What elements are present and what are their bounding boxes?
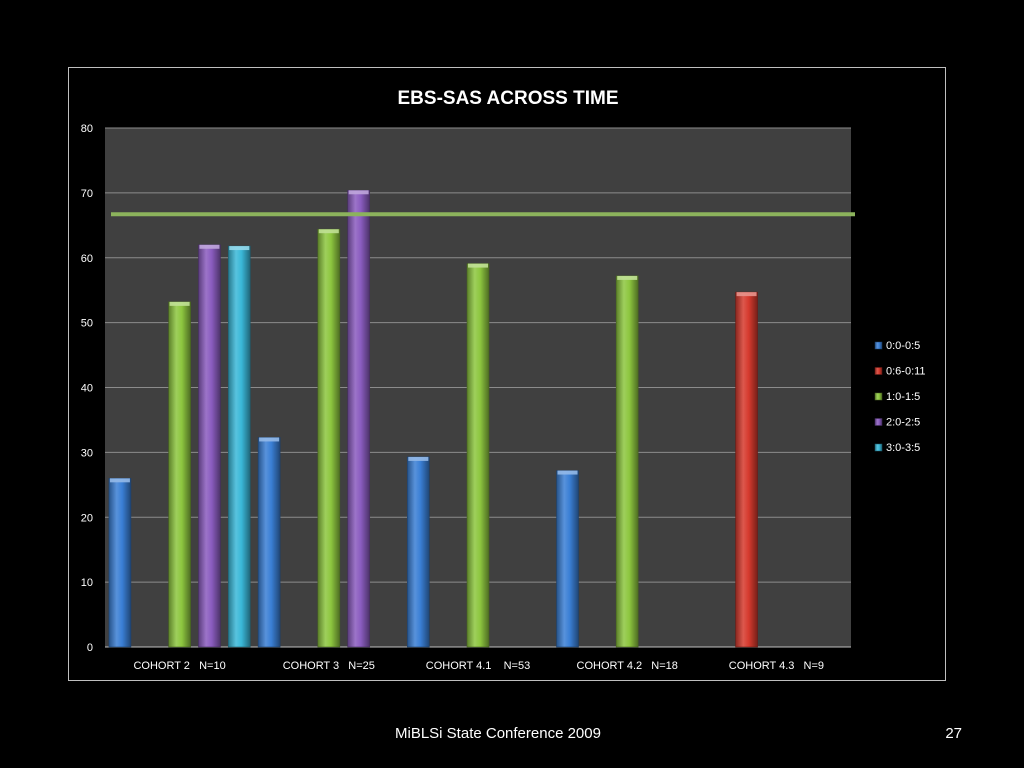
bar-cap <box>557 470 578 475</box>
bar <box>466 263 490 648</box>
y-tick-label: 60 <box>81 253 93 265</box>
x-category-label: COHORT 4.2 N=18 <box>577 660 678 672</box>
bar-cap <box>169 301 190 306</box>
footer-conference-text: MiBLSi State Conference 2009 <box>395 725 601 742</box>
x-category-label: COHORT 4.1 N=53 <box>426 660 530 672</box>
legend-label: 1:0-1:5 <box>886 391 920 403</box>
y-tick-label: 50 <box>81 318 93 330</box>
legend-label: 0:0-0:5 <box>886 340 920 352</box>
bar-cap <box>617 275 638 280</box>
bar-cap <box>318 229 339 234</box>
legend-swatch <box>874 418 883 426</box>
bar-cap <box>468 263 488 268</box>
x-category-label: COHORT 2 N=10 <box>133 660 225 672</box>
bar <box>735 291 758 648</box>
bar-cap <box>259 437 280 442</box>
bar <box>168 301 191 648</box>
legend-swatch <box>874 392 883 401</box>
bar <box>407 456 430 648</box>
bar-cap <box>229 246 250 251</box>
y-tick-label: 80 <box>81 123 93 135</box>
bar-cap <box>736 292 757 297</box>
bar <box>556 470 579 648</box>
plot-area: 0 10 20 30 40 50 60 70 80 COHORT 2 N=10 COHORT 3 N… <box>81 123 855 672</box>
bar <box>347 189 370 648</box>
bar-cap <box>109 478 130 483</box>
bar-cap <box>199 244 220 249</box>
bar <box>615 275 639 648</box>
y-tick-label: 70 <box>81 188 93 200</box>
bar <box>198 244 221 648</box>
legend-swatch <box>874 443 883 452</box>
y-tick-label: 10 <box>81 577 93 589</box>
bar <box>227 245 251 648</box>
y-tick-label: 20 <box>81 512 93 524</box>
y-tick-label: 40 <box>81 383 93 395</box>
legend-label: 2:0-2:5 <box>886 417 920 429</box>
legend: 0:0-0:5 0:6-0:11 1:0-1:5 2:0-2:5 3:0-3:5 <box>874 340 926 454</box>
legend-swatch <box>874 341 883 350</box>
slide-number: 27 <box>945 725 962 742</box>
bar <box>317 228 341 648</box>
y-tick-label: 0 <box>87 642 93 654</box>
chart-title: EBS-SAS ACROSS TIME <box>398 88 619 109</box>
chart-frame: EBS-SAS ACROSS TIME 0 10 20 30 40 50 60 70 80 COH… <box>68 67 946 681</box>
y-tick-label: 30 <box>81 447 93 459</box>
legend-label: 0:6-0:11 <box>886 366 926 378</box>
legend-label: 3:0-3:5 <box>886 442 920 454</box>
bar <box>257 437 281 648</box>
chart-svg: EBS-SAS ACROSS TIME 0 10 20 30 40 50 60 70 80 COH… <box>81 88 926 672</box>
legend-swatch <box>874 367 883 375</box>
x-category-label: COHORT 4.3 N=9 <box>729 660 824 672</box>
bar <box>108 478 132 648</box>
x-category-label: COHORT 3 N=25 <box>283 660 375 672</box>
bar-cap <box>408 456 429 461</box>
bar-cap <box>348 190 369 195</box>
